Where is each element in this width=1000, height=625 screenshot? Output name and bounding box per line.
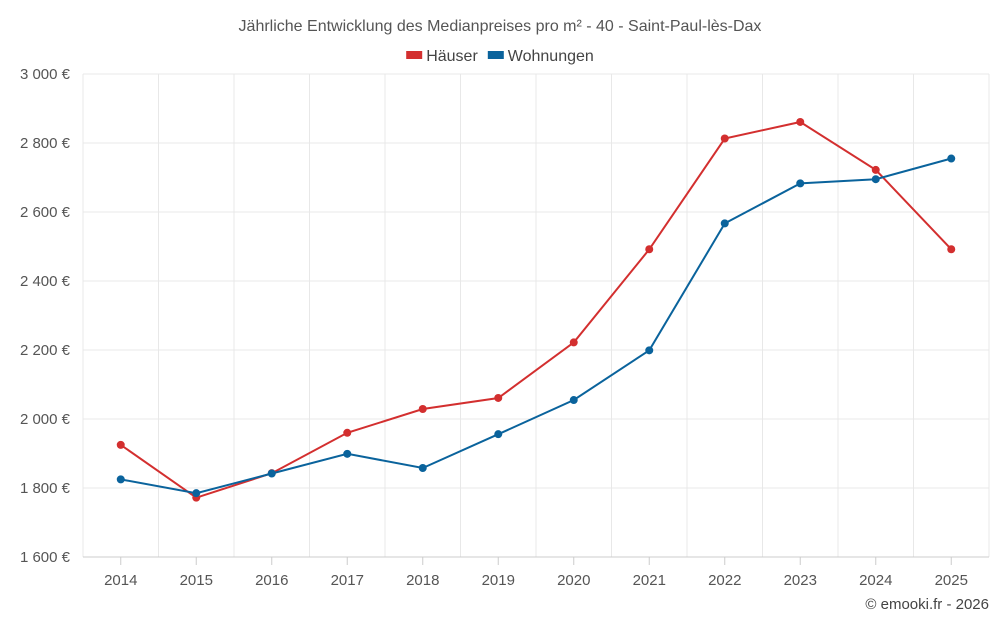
data-point[interactable] bbox=[645, 245, 654, 254]
data-point[interactable] bbox=[192, 489, 201, 498]
y-tick-label: 2 400 € bbox=[20, 273, 71, 290]
data-point[interactable] bbox=[267, 469, 276, 478]
data-point[interactable] bbox=[569, 338, 578, 347]
x-tick-label: 2023 bbox=[784, 572, 817, 589]
y-axis: 1 600 € 1 800 € 2 000 € 2 200 € 2 400 € 2 600… bbox=[20, 66, 71, 566]
data-point[interactable] bbox=[116, 440, 125, 449]
data-point[interactable] bbox=[343, 428, 352, 437]
x-tick-label: 2015 bbox=[180, 572, 213, 589]
x-tick-label: 2020 bbox=[557, 572, 590, 589]
data-point[interactable] bbox=[720, 219, 729, 228]
legend-label: Wohnungen bbox=[508, 48, 594, 65]
data-point[interactable] bbox=[343, 449, 352, 458]
x-tick-label: 2019 bbox=[482, 572, 515, 589]
x-axis: 2014 2015 2016 2017 2018 2019 2020 2021 2022 2023… bbox=[83, 556, 989, 589]
data-point[interactable] bbox=[418, 463, 427, 472]
legend-item[interactable]: Häuser bbox=[406, 48, 478, 65]
data-point[interactable] bbox=[720, 134, 729, 143]
data-point[interactable] bbox=[569, 396, 578, 405]
chart-title: Jährliche Entwicklung des Medianpreises … bbox=[239, 18, 762, 35]
x-tick-label: 2017 bbox=[331, 572, 364, 589]
legend-swatch bbox=[487, 51, 504, 59]
credit-text: © emooki.fr - 2026 bbox=[865, 596, 989, 613]
y-tick-label: 1 600 € bbox=[20, 549, 71, 566]
y-tick-label: 2 000 € bbox=[20, 411, 71, 428]
data-point[interactable] bbox=[796, 179, 805, 188]
y-tick-label: 1 800 € bbox=[20, 480, 71, 497]
legend-item[interactable]: Wohnungen bbox=[487, 48, 594, 65]
data-point[interactable] bbox=[947, 245, 956, 254]
data-point[interactable] bbox=[645, 346, 654, 355]
data-point[interactable] bbox=[494, 393, 503, 402]
y-tick-label: 2 600 € bbox=[20, 204, 71, 221]
data-point[interactable] bbox=[116, 475, 125, 484]
series-group bbox=[116, 117, 956, 502]
x-tick-label: 2022 bbox=[708, 572, 741, 589]
data-point[interactable] bbox=[871, 175, 880, 184]
x-tick-label: 2024 bbox=[859, 572, 892, 589]
data-point[interactable] bbox=[871, 165, 880, 174]
x-tick-label: 2018 bbox=[406, 572, 439, 589]
data-point[interactable] bbox=[947, 154, 956, 163]
gridlines bbox=[82, 73, 990, 558]
y-tick-label: 3 000 € bbox=[20, 66, 71, 83]
legend: Häuser Wohnungen bbox=[406, 48, 594, 65]
legend-swatch bbox=[406, 51, 423, 59]
x-tick-label: 2025 bbox=[935, 572, 968, 589]
data-point[interactable] bbox=[494, 430, 503, 439]
x-tick-label: 2021 bbox=[633, 572, 666, 589]
data-point[interactable] bbox=[796, 117, 805, 126]
data-point[interactable] bbox=[418, 404, 427, 413]
series-wohnungen bbox=[116, 154, 956, 498]
series-line bbox=[120, 157, 952, 495]
x-tick-label: 2014 bbox=[104, 572, 137, 589]
legend-label: Häuser bbox=[426, 48, 478, 65]
x-tick-label: 2016 bbox=[255, 572, 288, 589]
y-tick-label: 2 200 € bbox=[20, 342, 71, 359]
y-tick-label: 2 800 € bbox=[20, 135, 71, 152]
